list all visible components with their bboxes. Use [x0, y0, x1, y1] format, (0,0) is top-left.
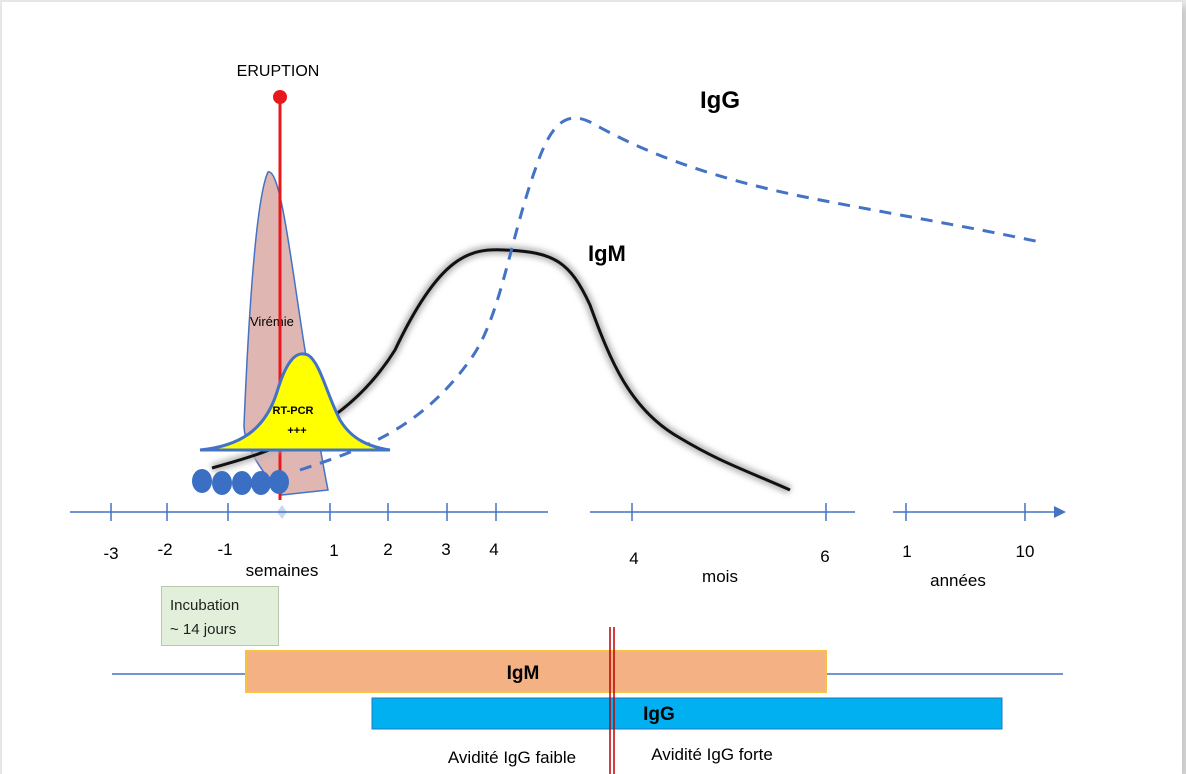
eruption-dot — [273, 90, 287, 104]
avidity-low-label: Avidité IgG faible — [448, 748, 576, 767]
eruption-label: ERUPTION — [237, 63, 320, 80]
viremia-label: Virémie — [250, 314, 294, 329]
axis-unit-weeks: semaines — [246, 561, 319, 580]
igm-bar-label: IgM — [507, 663, 540, 684]
igg-bar-label: IgG — [643, 704, 675, 725]
incubation-dot — [212, 471, 232, 495]
axis-unit-months: mois — [702, 567, 738, 586]
igg-curve — [299, 116, 1041, 472]
tick-label-weeks: -3 — [103, 544, 118, 563]
tick-label-months: 4 — [629, 549, 638, 568]
incubation-label-line1: Incubation — [170, 597, 240, 614]
time-axis: -3 -2 -1 1 2 3 4 4 6 1 10 semaines mois … — [70, 503, 1066, 590]
tick-label-weeks: -1 — [217, 540, 232, 559]
rtpcr-label-line1: RT-PCR — [273, 405, 314, 417]
igm-bar — [245, 650, 827, 693]
incubation-box: Incubation ~ 14 jours — [161, 586, 279, 646]
axis-unit-years: années — [930, 571, 986, 590]
tick-label-weeks: 4 — [489, 540, 498, 559]
incubation-dot — [269, 470, 289, 494]
tick-label-weeks: 3 — [441, 540, 450, 559]
tick-label-weeks: 1 — [329, 541, 338, 560]
igm-curve — [211, 248, 791, 492]
axis-arrow-icon — [1054, 506, 1066, 518]
incubation-dots — [192, 469, 289, 495]
tick-label-years: 1 — [902, 542, 911, 561]
incubation-dot — [192, 469, 212, 493]
tick-label-weeks: 2 — [383, 540, 392, 559]
igm-curve-label: IgM — [588, 241, 626, 266]
incubation-dot — [251, 471, 271, 495]
tick-label-years: 10 — [1016, 542, 1035, 561]
rtpcr-shape — [199, 352, 391, 452]
tick-label-months: 6 — [820, 547, 829, 566]
incubation-dot — [232, 471, 252, 495]
igg-bar — [371, 697, 1003, 730]
igg-curve-label: IgG — [700, 87, 740, 114]
rtpcr-label-line2: +++ — [287, 425, 306, 437]
tick-label-weeks: -2 — [157, 540, 172, 559]
incubation-label-line2: ~ 14 jours — [170, 621, 237, 638]
avidity-high-label: Avidité IgG forte — [651, 745, 773, 764]
